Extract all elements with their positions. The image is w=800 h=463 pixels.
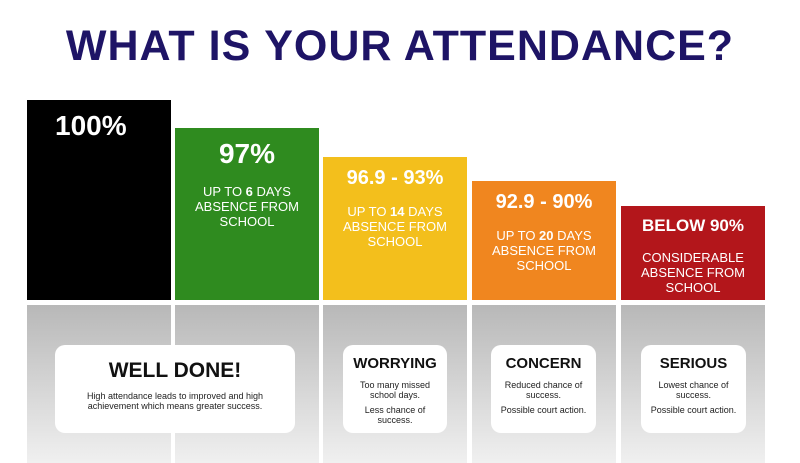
- level-column: 100%: [27, 100, 171, 300]
- level-column: 97% UP TO 6 DAYS ABSENCE FROM SCHOOL: [175, 128, 319, 300]
- description-text: DAYS ABSENCE FROM SCHOOL: [194, 184, 303, 229]
- level-description: UP TO 6 DAYS ABSENCE FROM SCHOOL: [185, 184, 309, 229]
- status-card: CONCERN Reduced chance of success. Possibl…: [491, 345, 596, 433]
- card-text: Possible court action.: [650, 405, 737, 415]
- title-text: ATTENDANCE?: [392, 22, 735, 70]
- level-description: UP TO 14 DAYS ABSENCE FROM SCHOOL: [333, 204, 457, 249]
- card-text: Possible court action.: [500, 405, 587, 415]
- card-heading: WORRYING: [353, 355, 437, 372]
- description-days: 14: [390, 204, 405, 219]
- card-text: High attendance leads to improved and hi…: [86, 391, 264, 411]
- level-range: 97%: [218, 138, 276, 169]
- description-text: UP TO: [496, 228, 540, 243]
- status-card: SERIOUS Lowest chance of success. Possible…: [641, 345, 746, 433]
- card-heading: WELL DONE!: [108, 359, 242, 382]
- status-card: WORRYING Too many missed school days. Less…: [343, 345, 447, 433]
- description-days: 20: [539, 228, 554, 243]
- description-text: DAYS ABSENCE FROM SCHOOL: [491, 228, 600, 273]
- card-text: Lowest chance of success.: [658, 380, 729, 400]
- card-heading: CONCERN: [505, 355, 582, 372]
- level-column: BELOW 90% CONSIDERABLE ABSENCE FROM SCHOO…: [621, 206, 765, 300]
- card-text: Less chance of success.: [364, 405, 426, 425]
- card-heading: SERIOUS: [659, 355, 728, 372]
- description-text: UP TO: [347, 204, 391, 219]
- title: WHAT IS YOUR ATTENDANCE?: [0, 22, 800, 71]
- level-range: 92.9 - 90%: [495, 191, 593, 213]
- level-description: UP TO 20 DAYS ABSENCE FROM SCHOOL: [482, 228, 606, 273]
- level-range: 96.9 - 93%: [346, 167, 444, 189]
- description-days: 6: [245, 184, 253, 199]
- title-emphasis: YOUR: [264, 22, 393, 70]
- level-description: CONSIDERABLE ABSENCE FROM SCHOOL: [640, 250, 749, 295]
- card-text: Reduced chance of success.: [504, 380, 583, 400]
- status-card: WELL DONE! High attendance leads to impro…: [55, 345, 295, 433]
- description-text: UP TO: [203, 184, 246, 199]
- level-column: 92.9 - 90% UP TO 20 DAYS ABSENCE FROM SCH…: [472, 181, 616, 300]
- level-range: 100%: [55, 110, 127, 141]
- level-range: BELOW 90%: [641, 216, 745, 235]
- description-text: DAYS ABSENCE FROM SCHOOL: [342, 204, 451, 249]
- card-text: Too many missed school days.: [359, 380, 431, 400]
- title-text: WHAT IS: [65, 22, 265, 70]
- level-column: 96.9 - 93% UP TO 14 DAYS ABSENCE FROM SCH…: [323, 157, 467, 300]
